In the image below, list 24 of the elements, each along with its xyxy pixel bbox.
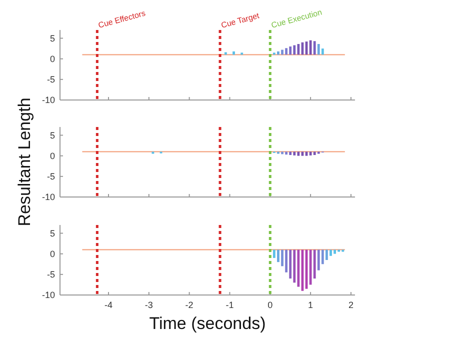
ref-line-label: Cue Execution [270,8,323,30]
ref-line-label: Cue Target [220,10,261,30]
ref-line-label: Cue Effectors [97,8,146,30]
x-tick-label: -2 [185,300,194,310]
y-axis-title: Resultant Length [15,98,34,226]
y-tick-label: 5 [50,33,55,44]
y-tick-label: -10 [42,192,55,202]
y-tick-label: 5 [50,130,55,140]
y-tick-label: -5 [46,74,55,85]
x-tick-label: 0 [268,300,273,310]
y-tick-label: 0 [50,150,55,161]
x-tick-label: 1 [308,300,314,310]
y-tick-label: 0 [50,248,55,259]
x-tick-label: -3 [144,300,153,310]
y-tick-label: -10 [42,290,55,300]
x-tick-label: -1 [226,300,234,310]
x-axis-title: Time (seconds) [149,314,266,333]
y-tick-label: 0 [50,54,55,64]
y-tick-label: -10 [42,95,55,106]
x-tick-label: 2 [348,300,354,310]
x-tick-label: -4 [104,300,112,310]
y-tick-label: 5 [50,228,55,238]
y-tick-label: -5 [46,270,55,280]
y-tick-label: -5 [46,172,55,182]
